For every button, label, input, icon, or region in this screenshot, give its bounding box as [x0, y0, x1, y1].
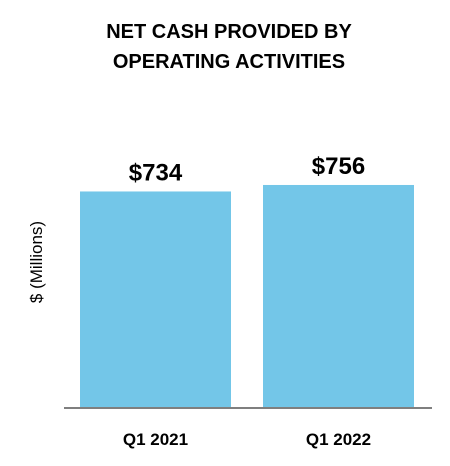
- bar-q1-2021: [80, 191, 231, 408]
- category-label-q1-2022: Q1 2022: [306, 430, 371, 449]
- value-label-q1-2021: $734: [129, 159, 183, 186]
- chart-title-line-1: NET CASH PROVIDED BY: [106, 21, 352, 43]
- value-labels-group: $734 $756: [129, 153, 365, 186]
- bar-q1-2022: [263, 184, 414, 408]
- bars-group: [80, 184, 414, 408]
- category-labels-group: Q1 2021 Q1 2022: [123, 430, 371, 449]
- value-label-q1-2022: $756: [312, 153, 365, 180]
- y-axis-label: $ (Millions): [27, 221, 46, 303]
- chart-title-line-2: OPERATING ACTIVITIES: [113, 51, 345, 73]
- category-label-q1-2021: Q1 2021: [123, 430, 188, 449]
